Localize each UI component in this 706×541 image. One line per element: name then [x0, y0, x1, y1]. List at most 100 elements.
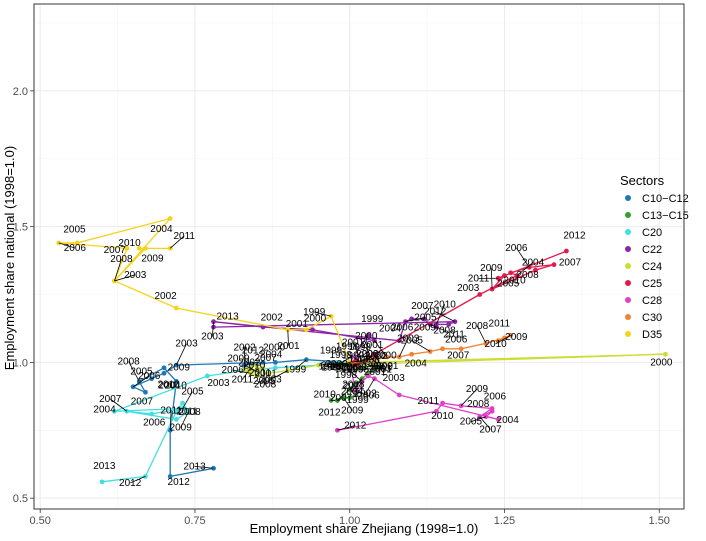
label-leader [337, 385, 354, 401]
year-label: 1999 [319, 361, 342, 372]
year-label: 2011 [418, 396, 440, 407]
year-label: 2004 [341, 387, 364, 398]
label-leader [352, 342, 363, 363]
year-label: 2006 [505, 243, 528, 254]
year-label: 2001 [286, 319, 309, 330]
year-label: 2008 [516, 270, 539, 281]
series-line [102, 361, 350, 483]
x-tick-label: 0.50 [29, 515, 50, 527]
year-label: 2011 [232, 375, 254, 386]
year-label: 2010 [485, 339, 508, 350]
year-label: 2001 [277, 341, 300, 352]
year-label: 2009 [480, 263, 503, 274]
data-point [396, 392, 402, 398]
year-label: 1999 [362, 362, 385, 373]
year-label: 2007 [330, 393, 353, 404]
label-leader [270, 370, 288, 380]
data-point [143, 245, 148, 251]
year-label: 2003 [369, 363, 392, 374]
series-c28 [334, 359, 501, 433]
year-label: 2004 [150, 224, 173, 235]
label-leader [180, 411, 190, 428]
label-leader [365, 335, 369, 360]
data-point [136, 245, 142, 251]
year-label: 2007 [104, 245, 127, 256]
year-label: 2008 [342, 379, 365, 390]
year-label: 2005 [414, 313, 437, 324]
data-point [551, 262, 557, 268]
x-tick-label: 0.75 [184, 515, 205, 527]
data-point [273, 365, 278, 371]
year-label: 2002 [354, 389, 377, 400]
data-point [663, 351, 668, 357]
year-label: 2003 [259, 375, 282, 386]
data-point [161, 365, 167, 371]
year-label: 1999 [303, 307, 326, 318]
label-leader [132, 375, 150, 388]
data-point [167, 216, 173, 221]
year-label: 2013 [183, 461, 206, 472]
year-label: 2001 [249, 368, 272, 379]
year-label: 2001 [370, 365, 393, 376]
plot-panel [33, 3, 685, 510]
year-label: 2000 [304, 313, 327, 324]
year-label: 2004 [93, 404, 116, 415]
year-label: 2013 [93, 461, 116, 472]
year-label: 2008 [433, 326, 456, 337]
year-label: 2007 [411, 301, 434, 312]
year-label: 2007 [479, 424, 502, 435]
label-leader [405, 317, 426, 323]
year-label: 2000 [263, 342, 286, 353]
year-label: 2008 [254, 380, 277, 391]
year-label: 1998 [321, 363, 344, 374]
data-point [173, 417, 179, 422]
year-label: 1998 [349, 342, 372, 353]
year-label: 1998 [336, 342, 359, 353]
year-label: 2004 [497, 415, 520, 426]
year-label: 2003 [175, 339, 198, 350]
legend-label: C20 [642, 227, 662, 239]
year-label: 2010 [434, 299, 457, 310]
year-label: 2004 [522, 258, 545, 269]
data-point [359, 365, 365, 371]
year-label: 2003 [397, 333, 420, 344]
data-point [266, 370, 272, 376]
year-label: 2006 [222, 365, 245, 376]
data-point [74, 240, 80, 246]
label-leader [169, 235, 185, 249]
year-label: 2013 [216, 311, 239, 322]
data-point [204, 373, 210, 379]
data-point [211, 324, 216, 330]
y-tick-label: 0.5 [13, 493, 28, 505]
year-label: 2010 [157, 380, 180, 391]
year-label: 2000 [650, 358, 673, 369]
data-point [508, 270, 514, 276]
year-label: 2009 [141, 254, 164, 265]
year-label: 1999 [284, 364, 307, 375]
x-tick-label: 1.25 [494, 515, 515, 527]
data-point [433, 408, 439, 414]
legend-label: C10−C12 [642, 193, 689, 205]
data-point [477, 292, 483, 297]
year-label: 2009 [341, 405, 364, 416]
year-label: 2012 [424, 307, 447, 318]
year-label: 2011 [173, 231, 195, 242]
year-label: 2008 [466, 321, 489, 332]
year-label: 1999 [346, 395, 369, 406]
year-label: 2006 [357, 391, 380, 402]
legend-key [625, 195, 631, 201]
year-label: 2011 [489, 319, 511, 330]
year-label: 2009 [168, 362, 191, 373]
legend-key [625, 297, 631, 303]
year-label: 1998 [335, 370, 358, 381]
legend-key [625, 331, 631, 337]
y-tick-label: 1.5 [13, 222, 28, 234]
label-leader [374, 354, 383, 367]
year-label: 2004 [260, 349, 283, 360]
label-leader [314, 311, 332, 317]
year-label: 2009 [227, 354, 250, 365]
label-leader [244, 364, 261, 374]
year-label: 2012 [344, 420, 367, 431]
year-label: 2010 [503, 276, 526, 287]
